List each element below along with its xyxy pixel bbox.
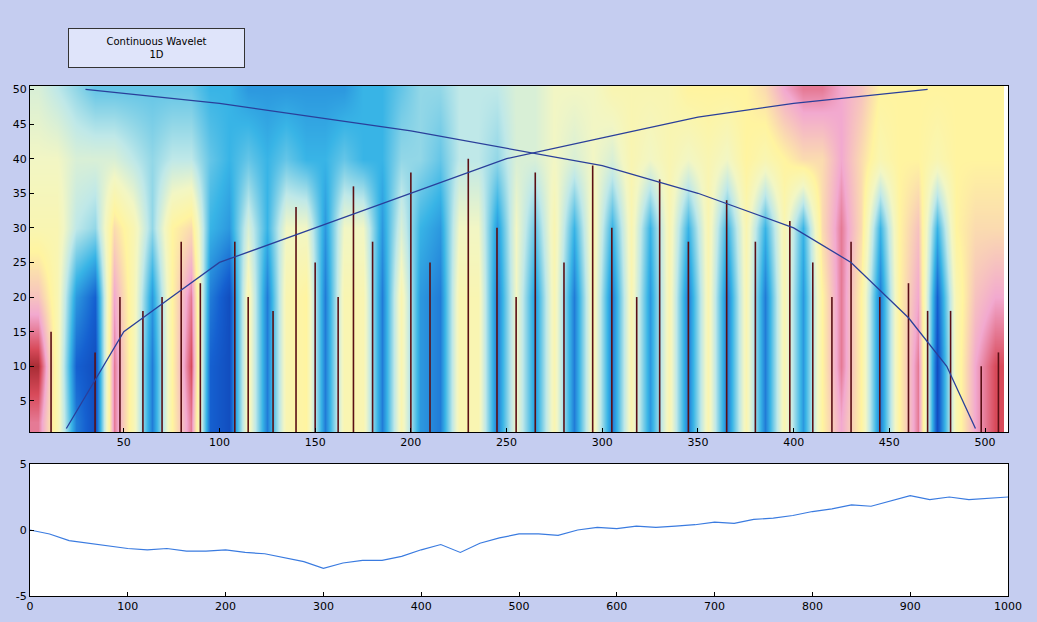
svg-text:5: 5 xyxy=(20,458,27,471)
svg-text:500: 500 xyxy=(975,436,996,449)
svg-text:300: 300 xyxy=(313,600,334,613)
svg-text:200: 200 xyxy=(215,600,236,613)
svg-text:450: 450 xyxy=(879,436,900,449)
svg-text:400: 400 xyxy=(411,600,432,613)
svg-text:30: 30 xyxy=(13,222,27,235)
svg-text:40: 40 xyxy=(13,153,27,166)
svg-text:45: 45 xyxy=(13,118,27,131)
svg-text:5: 5 xyxy=(20,395,27,408)
svg-text:10: 10 xyxy=(13,360,27,373)
svg-text:200: 200 xyxy=(400,436,421,449)
svg-text:15: 15 xyxy=(13,326,27,339)
svg-text:600: 600 xyxy=(606,600,627,613)
svg-text:-5: -5 xyxy=(16,590,27,603)
svg-text:0: 0 xyxy=(27,600,34,613)
svg-text:100: 100 xyxy=(117,600,138,613)
svg-text:50: 50 xyxy=(117,436,131,449)
svg-text:350: 350 xyxy=(687,436,708,449)
html-text:Continuous Wavelet: Continuous Wavelet xyxy=(106,36,207,47)
svg-text:250: 250 xyxy=(496,436,517,449)
svg-text:700: 700 xyxy=(704,600,725,613)
svg-text:900: 900 xyxy=(900,600,921,613)
svg-text:100: 100 xyxy=(209,436,230,449)
svg-text:1000: 1000 xyxy=(994,600,1022,613)
svg-text:400: 400 xyxy=(783,436,804,449)
svg-text:20: 20 xyxy=(13,291,27,304)
svg-text:50: 50 xyxy=(13,83,27,96)
svg-text:800: 800 xyxy=(802,600,823,613)
svg-text:25: 25 xyxy=(13,256,27,269)
svg-text:150: 150 xyxy=(305,436,326,449)
html-text:1D: 1D xyxy=(149,49,164,60)
svg-text:35: 35 xyxy=(13,187,27,200)
svg-text:0: 0 xyxy=(20,524,27,537)
svg-text:500: 500 xyxy=(509,600,530,613)
svg-text:300: 300 xyxy=(592,436,613,449)
